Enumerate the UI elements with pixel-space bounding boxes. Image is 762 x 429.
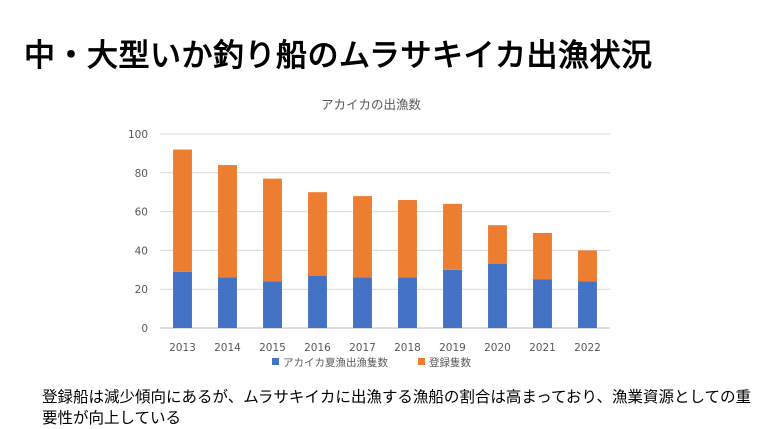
y-tick-label: 0 [141,323,148,335]
x-tick-label: 2017 [349,342,376,354]
x-tick-label: 2016 [304,342,331,354]
x-tick-label: 2015 [259,342,286,354]
bar-segment-series-2 [308,192,327,276]
legend-label: 登録隻数 [429,356,471,369]
bar-segment-series-1 [353,277,372,328]
x-tick-label: 2020 [484,342,511,354]
y-tick-label: 40 [135,245,148,257]
legend-label: アカイカ夏漁出漁隻数 [283,356,388,369]
x-tick-label: 2013 [169,342,196,354]
y-tick-label: 60 [135,207,148,219]
bar-segment-series-2 [173,149,192,272]
legend-swatch [418,358,425,365]
x-tick-label: 2018 [394,342,421,354]
x-tick-label: 2022 [574,342,601,354]
bar-segment-series-1 [398,277,417,328]
x-tick-label: 2019 [439,342,466,354]
bar-segment-series-2 [353,196,372,278]
y-tick-label: 80 [135,168,148,180]
bar-segment-series-1 [308,275,327,328]
bar-segment-series-2 [578,250,597,282]
bar-segment-series-1 [488,263,507,328]
chart-title: アカイカの出漁数 [321,97,422,112]
y-axis-ticks: 0 20 40 60 80 100 [128,129,148,335]
bar-segment-series-2 [218,165,237,278]
legend: アカイカ夏漁出漁隻数 登録隻数 [272,356,471,369]
x-tick-label: 2014 [214,342,241,354]
bar-segment-series-2 [443,203,462,270]
x-axis-ticks: 2013 2014 2015 2016 2017 2018 2019 2020 2021 2022 [169,342,601,354]
bar-segment-series-1 [578,281,597,328]
x-tick-label: 2021 [529,342,556,354]
bar-segment-series-2 [263,178,282,282]
bar-segment-series-1 [173,271,192,328]
legend-swatch [272,358,279,365]
slide-title: 中・大型いか釣り船のムラサキイカ出漁状況 [24,38,653,74]
slide-caption: 登録船は減少傾向にあるが、ムラサキイカに出漁する漁船の割合は高まっており、漁業資… [42,388,751,427]
bar-segment-series-1 [218,277,237,328]
bar-segment-series-1 [533,279,552,328]
y-tick-label: 20 [135,284,148,296]
bars [173,149,597,328]
chart-container: アカイカの出漁数 0 20 40 60 80 100 2013 2014 2015 2016 20… [120,92,620,377]
bar-segment-series-1 [263,281,282,328]
bar-segment-series-2 [533,232,552,280]
y-tick-label: 100 [128,129,148,141]
bar-segment-series-2 [398,199,417,278]
bar-segment-series-1 [443,269,462,328]
bar-segment-series-2 [488,225,507,264]
